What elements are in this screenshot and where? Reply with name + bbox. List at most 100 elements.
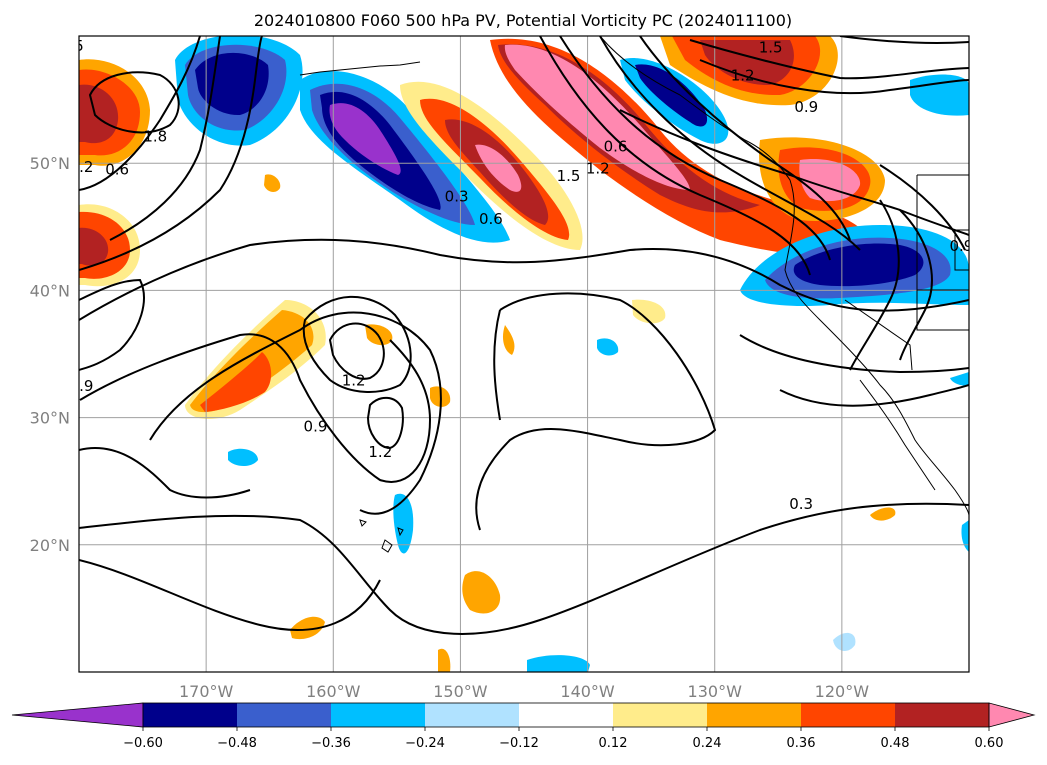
longitude-tick-label: 130°W [688, 682, 743, 701]
positive-anomaly-west-lower-core [79, 227, 109, 266]
negative-anomaly-nw-dark [195, 52, 269, 116]
contour-label: 0.6 [105, 161, 129, 179]
contour-west-mid [79, 447, 251, 499]
map-area: 1.51.20.91.81.2 0.60.61.5 1.20.30.60.90.9 1… [70, 36, 973, 672]
contour-south-east-loop [475, 292, 717, 531]
negative-anomaly-small-5 [833, 632, 856, 652]
negative-anomaly-small-4 [527, 655, 590, 672]
positive-anomaly-subtropical-core [200, 352, 272, 412]
colorbar-tick-label: 0.48 [881, 736, 910, 751]
negative-anomaly-small-3 [393, 493, 414, 554]
colorbar-swatch [801, 703, 896, 727]
negative-anomaly-central-core [329, 103, 401, 175]
longitude-tick-label: 150°W [433, 682, 488, 701]
contour-label: 0.3 [445, 187, 469, 205]
latitude-tick-label: 20°N [30, 536, 70, 555]
contour-label: 0.9 [304, 418, 328, 436]
colorbar-tick-label: 0.36 [787, 736, 816, 751]
contour-label: 0.9 [70, 377, 94, 395]
coastline-hawaii [359, 519, 404, 553]
positive-anomaly-small-1 [264, 174, 281, 192]
colorbar-tick-label: −0.48 [217, 736, 257, 751]
contour-south-east-loop-2 [493, 309, 501, 421]
positive-anomaly-north-peak [475, 144, 522, 192]
shaded-pv-field [79, 36, 969, 672]
contour-upper-jet-2 [639, 36, 851, 241]
positive-anomaly-west-upper-core [79, 84, 119, 144]
colorbar-extend-right [988, 702, 1036, 728]
positive-anomaly-pnw-core [799, 159, 861, 202]
contour-label: 0.6 [604, 138, 628, 156]
positive-anomaly-small-5 [632, 299, 666, 324]
longitude-tick-label: 170°W [179, 682, 234, 701]
colorbar-tick-label: 0.12 [599, 736, 628, 751]
colorbar-tick-label: −0.24 [405, 736, 445, 751]
contour-far-east-3 [879, 164, 966, 251]
colorbar-swatch [613, 703, 708, 727]
colorbar-tick-label: −0.12 [499, 736, 539, 751]
contour-inner-small-2 [366, 396, 404, 450]
contour-label: 1.2 [586, 159, 610, 177]
colorbar-tick-label: 0.24 [693, 736, 722, 751]
contour-west-4 [88, 71, 180, 134]
contour-ne-2 [699, 59, 969, 95]
contour-west-1 [79, 36, 201, 191]
positive-anomaly-small-7 [290, 616, 325, 640]
contour-upper-jet-3 [559, 36, 831, 261]
colorbar-frame [142, 702, 990, 728]
negative-anomaly-california-core [793, 243, 924, 287]
contour-inner-small-1 [328, 322, 385, 380]
negative-anomaly-small-2 [597, 338, 619, 356]
positive-anomaly-subtropical-mid [190, 310, 314, 413]
colorbar: −0.60 −0.48 −0.36 −0.24 −0.12 0.12 0.24 0.36 0.4… [11, 702, 1036, 751]
colorbar-swatch [707, 703, 802, 727]
colorbar-swatch [425, 703, 520, 727]
coastline-aleutians [299, 61, 421, 76]
pv-contours [79, 36, 969, 635]
contour-east-mid [779, 384, 969, 407]
colorbar-swatch [331, 703, 426, 727]
longitude-tick-label: 160°W [306, 682, 361, 701]
colorbar-swatch [519, 703, 614, 727]
contour-label: 1.2 [368, 443, 392, 461]
negative-anomaly-small-6 [961, 520, 969, 552]
contour-label: 0.6 [479, 210, 503, 228]
positive-anomaly-small-4 [502, 325, 515, 355]
longitude-tick-label: 120°W [815, 682, 870, 701]
contour-labels: 1.51.20.91.81.2 0.60.61.5 1.20.30.60.90.9 1… [70, 37, 973, 513]
longitude-labels: 170°W 160°W 150°W 140°W 130°W 120°W [179, 682, 869, 701]
contour-south-loop-mid [79, 333, 432, 483]
colorbar-swatch [143, 703, 238, 727]
state-boundaries [844, 174, 969, 371]
negative-anomaly-small-7 [950, 372, 969, 386]
colorbar-extend-left [11, 702, 144, 728]
coastline-baja [859, 379, 936, 491]
negative-anomaly-small-1 [228, 448, 258, 466]
contour-label: 1.2 [70, 158, 94, 176]
contour-central-big [79, 238, 969, 321]
latitude-labels: 20°N 30°N 40°N 50°N [30, 154, 70, 555]
contour-label: 0.9 [949, 237, 973, 255]
map-frame [78, 35, 970, 673]
colorbar-tick-label: 0.60 [975, 736, 1004, 751]
contour-west-3 [79, 36, 263, 271]
positive-anomaly-small-6 [462, 571, 501, 614]
contour-label: 5 [74, 37, 84, 55]
contour-south-2 [79, 559, 381, 631]
contour-label: 0.3 [789, 495, 813, 513]
longitude-tick-label: 140°W [560, 682, 615, 701]
contour-label: 1.2 [731, 66, 755, 84]
contour-label: 1.8 [143, 127, 167, 145]
gridlines [79, 36, 969, 672]
positive-anomaly-small-8 [438, 648, 451, 672]
contour-west-2 [109, 36, 221, 241]
contour-south-loop-outer [149, 311, 442, 515]
colorbar-tick-label: −0.60 [123, 736, 163, 751]
positive-anomaly-small-9 [870, 507, 896, 521]
contour-upper-jet-1 [599, 36, 861, 251]
map-title: 2024010800 F060 500 hPa PV, Potential Vo… [254, 11, 792, 30]
contour-upper-jet-4 [539, 36, 811, 276]
contour-east-mid-2 [739, 334, 969, 374]
contour-label: 1.5 [557, 167, 581, 185]
